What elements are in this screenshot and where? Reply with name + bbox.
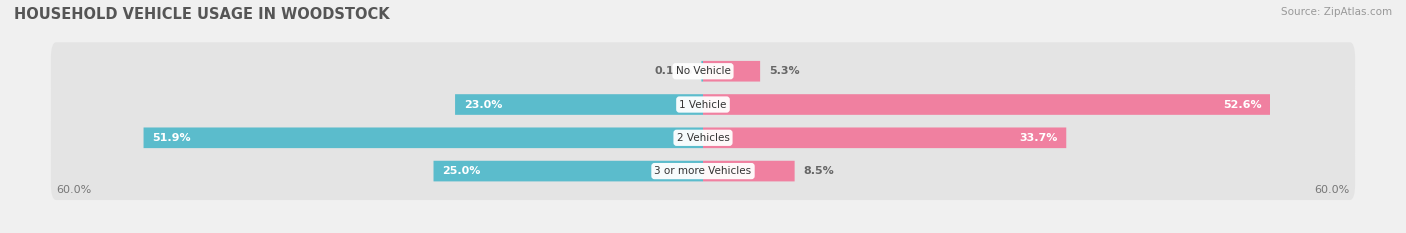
FancyBboxPatch shape: [51, 75, 1355, 134]
FancyBboxPatch shape: [143, 127, 703, 148]
FancyBboxPatch shape: [433, 161, 703, 182]
FancyBboxPatch shape: [456, 94, 703, 115]
FancyBboxPatch shape: [703, 61, 761, 82]
FancyBboxPatch shape: [703, 94, 1270, 115]
Text: HOUSEHOLD VEHICLE USAGE IN WOODSTOCK: HOUSEHOLD VEHICLE USAGE IN WOODSTOCK: [14, 7, 389, 22]
Text: 8.5%: 8.5%: [803, 166, 834, 176]
Text: Source: ZipAtlas.com: Source: ZipAtlas.com: [1281, 7, 1392, 17]
Text: 3 or more Vehicles: 3 or more Vehicles: [654, 166, 752, 176]
Text: 52.6%: 52.6%: [1223, 99, 1261, 110]
Text: 51.9%: 51.9%: [152, 133, 191, 143]
FancyBboxPatch shape: [51, 109, 1355, 167]
FancyBboxPatch shape: [51, 142, 1355, 200]
Text: 5.3%: 5.3%: [769, 66, 800, 76]
FancyBboxPatch shape: [51, 42, 1355, 100]
Text: No Vehicle: No Vehicle: [675, 66, 731, 76]
Text: 60.0%: 60.0%: [1315, 185, 1350, 195]
Text: 23.0%: 23.0%: [464, 99, 502, 110]
FancyBboxPatch shape: [703, 161, 794, 182]
Text: 2 Vehicles: 2 Vehicles: [676, 133, 730, 143]
FancyBboxPatch shape: [702, 61, 703, 82]
Text: 33.7%: 33.7%: [1019, 133, 1057, 143]
Text: 0.15%: 0.15%: [654, 66, 693, 76]
Text: 60.0%: 60.0%: [56, 185, 91, 195]
Text: 1 Vehicle: 1 Vehicle: [679, 99, 727, 110]
Text: 25.0%: 25.0%: [441, 166, 481, 176]
FancyBboxPatch shape: [703, 127, 1066, 148]
